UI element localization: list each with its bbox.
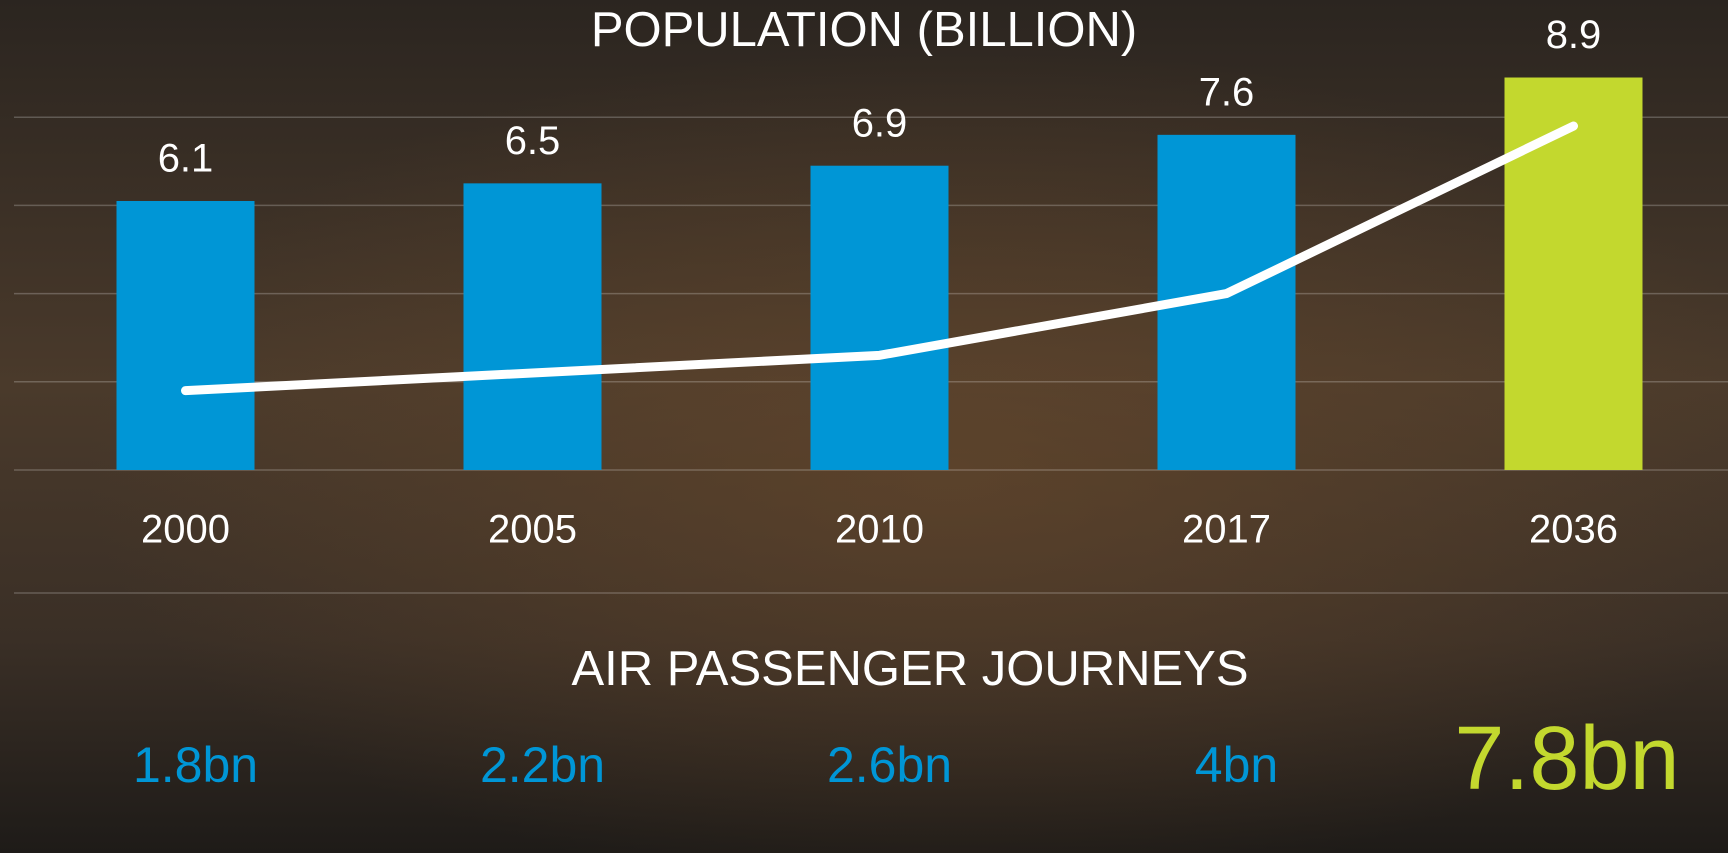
bar-value-label: 7.6: [1199, 70, 1255, 114]
bar-value-label: 6.9: [852, 101, 908, 145]
journey-label: 7.8bn: [1454, 709, 1679, 809]
journey-label: 2.2bn: [480, 737, 605, 793]
x-tick-label: 2010: [835, 508, 924, 552]
chart: POPULATION (BILLION) AIR PASSENGER JOURN…: [0, 0, 1728, 853]
bar: [117, 201, 255, 470]
x-tick-label: 2005: [488, 508, 577, 552]
chart-title: POPULATION (BILLION): [591, 3, 1137, 57]
journey-label: 1.8bn: [133, 737, 258, 793]
bar-value-label: 6.5: [505, 119, 561, 163]
bar-value-label: 8.9: [1546, 13, 1602, 57]
journey-label: 4bn: [1195, 737, 1278, 793]
page: POPULATION (BILLION) AIR PASSENGER JOURN…: [0, 0, 1728, 853]
bar-value-label: 6.1: [158, 137, 214, 181]
bar: [464, 183, 602, 470]
section-title: AIR PASSENGER JOURNEYS: [571, 642, 1248, 696]
x-tick-label: 2017: [1182, 508, 1271, 552]
x-tick-label: 2000: [141, 508, 230, 552]
bar: [811, 166, 949, 470]
journey-label: 2.6bn: [827, 737, 952, 793]
bar: [1505, 78, 1643, 470]
x-tick-label: 2036: [1529, 508, 1618, 552]
